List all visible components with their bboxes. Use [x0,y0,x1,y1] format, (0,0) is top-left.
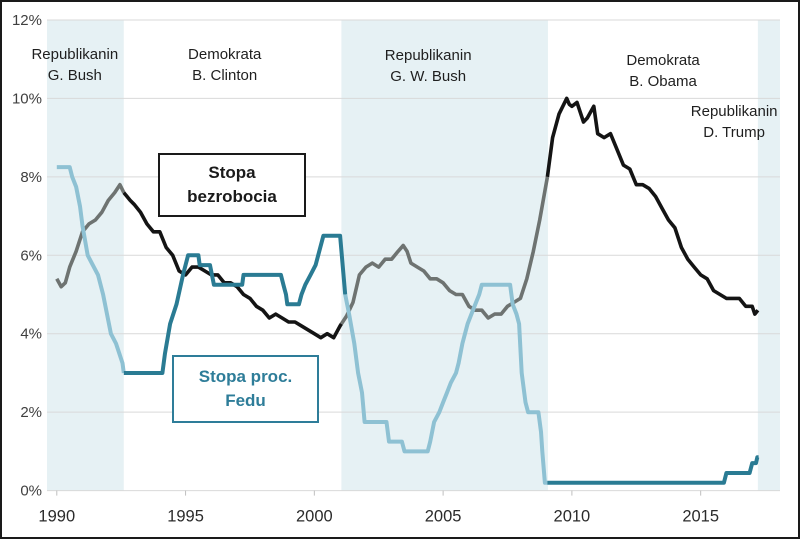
x-axis-label-1990: 1990 [38,508,75,526]
president-label-line: B. Obama [629,73,697,91]
president-label-line: Republikanin [690,103,778,121]
fed-rate-legend-box: Stopa proc. Fedu [172,355,319,423]
y-axis-label-12%: 12% [12,12,42,29]
x-axis-label-2010: 2010 [554,508,591,526]
fed-rate-legend-line1: Stopa proc. [198,367,293,386]
unemployment-line-seg3 [545,96,760,316]
unemployment-legend-box: Stopa bezrobocia [158,153,306,217]
president-label-line: Demokrata [188,46,262,64]
president-label-b-clinton: Demokrata B. Clinton [188,44,261,86]
unemployment-legend-line2: bezrobocia [187,187,277,206]
fed-rate-legend-line2: Fedu [225,391,266,410]
president-label-line: D. Trump [703,124,765,142]
fed-rate-line-seg3 [547,455,760,485]
y-axis-label-6%: 6% [20,247,42,264]
y-axis-label-10%: 10% [12,90,42,107]
president-label-g-w-bush: Republikanin G. W. Bush [385,45,472,87]
x-axis-label-2015: 2015 [682,508,719,526]
fed-rate-line-seg1 [123,233,348,375]
president-label-line: G. Bush [47,67,102,85]
unemployment-legend-line1: Stopa [208,163,256,182]
president-label-line: Republikanin [384,47,472,65]
president-label-b-obama: Demokrata B. Obama [626,50,699,92]
president-label-g-bush: Republikanin G. Bush [31,44,118,86]
president-label-d-trump: Republikanin D. Trump [691,101,778,143]
fed-rate-line-seg2 [343,282,548,485]
y-axis-label-2%: 2% [20,404,42,421]
x-axis-label-2000: 2000 [296,508,333,526]
y-axis-label-8%: 8% [20,169,42,186]
x-axis-label-2005: 2005 [425,508,462,526]
y-axis-label-4%: 4% [20,326,42,343]
y-axis-label-0%: 0% [20,483,42,500]
president-label-line: B. Clinton [192,67,258,85]
president-label-line: Demokrata [626,52,700,70]
x-axis-label-1995: 1995 [167,508,204,526]
president-label-line: G. W. Bush [390,68,467,86]
fed-rate-line-seg0 [56,165,126,374]
unemployment-line-seg0 [55,182,126,289]
president-label-line: Republikanin [31,46,119,64]
